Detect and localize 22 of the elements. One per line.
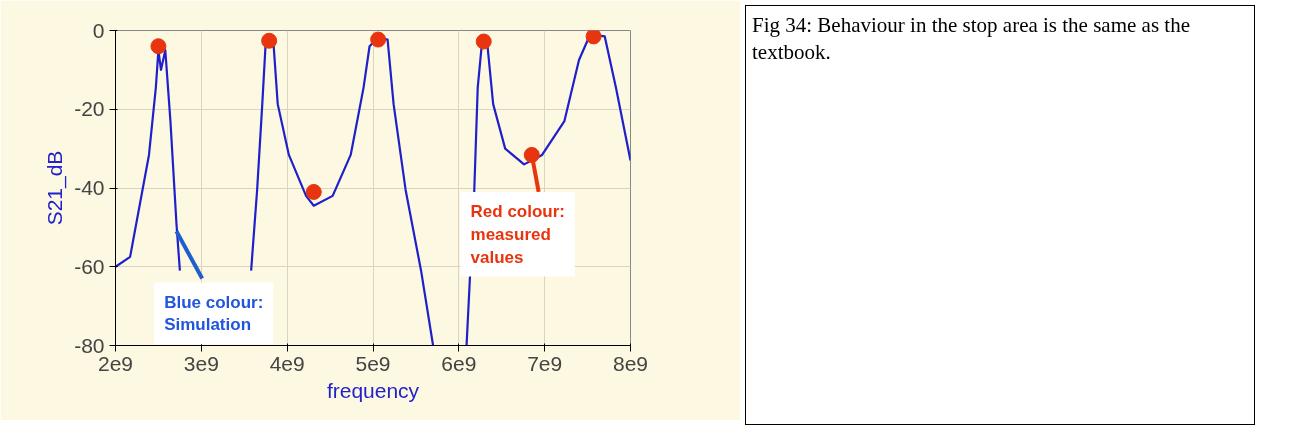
point [370,31,387,48]
y-tick-label: -20 [74,97,105,121]
point [585,30,602,45]
x-tick-label: 7e9 [527,351,563,375]
x-axis-title: frequency [326,378,420,402]
caption: Fig 34: Behaviour in the stop area is the same as the textbook. [752,12,1191,67]
point [475,33,492,50]
annotation: Blue colour: Simulation [164,292,264,335]
x-tick-label: 3e9 [183,351,219,375]
point [150,38,167,55]
x-tick-label: 4e9 [269,351,305,375]
y-axis-title: S21_dB [43,150,68,226]
point [305,183,322,200]
point [261,32,278,49]
y-tick-label: 0 [92,18,105,42]
y-tick-label: -60 [74,254,105,278]
y-tick-label: -80 [74,333,105,357]
y-tick-label: -40 [74,176,105,199]
x-tick-label: 8e9 [612,351,649,375]
annotation: Red colour: measured values [470,201,565,267]
x-tick-label: 5e9 [355,351,391,375]
x-tick-label: 6e9 [441,351,477,375]
